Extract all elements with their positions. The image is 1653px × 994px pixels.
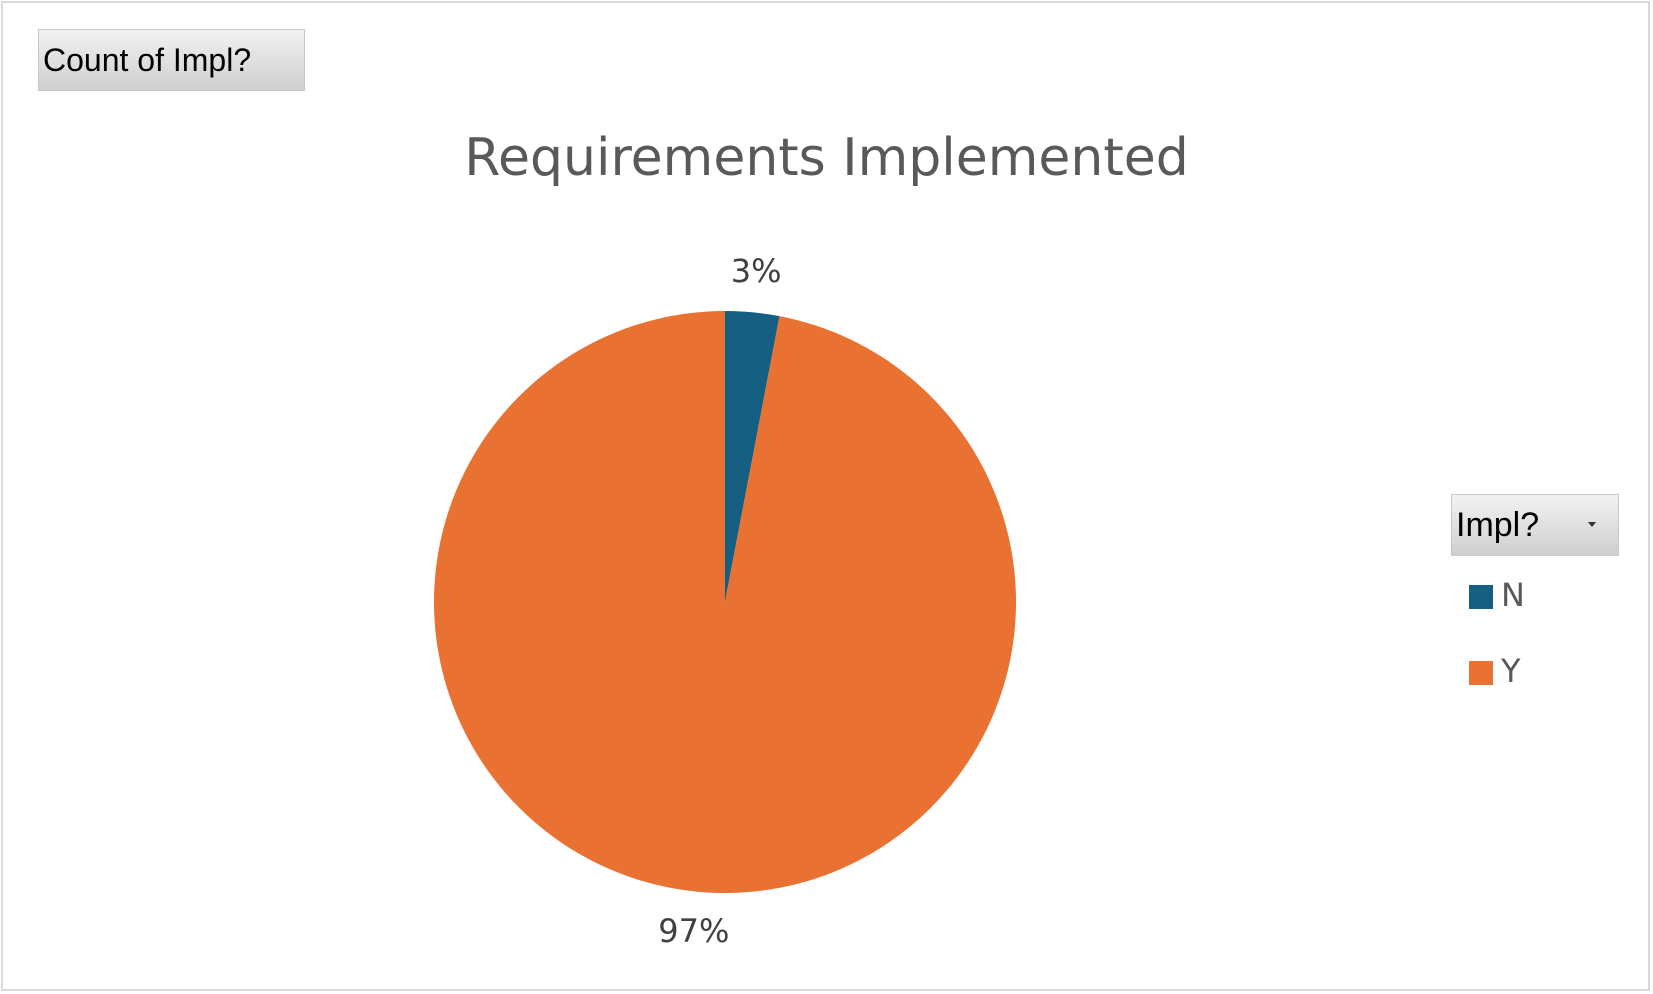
value-field-button[interactable]: Count of Impl? bbox=[38, 29, 305, 91]
legend-swatch-y bbox=[1469, 661, 1493, 685]
legend-swatch-n bbox=[1469, 585, 1493, 609]
legend-filter-button[interactable]: Impl? bbox=[1451, 494, 1619, 556]
pie-slice-y[interactable] bbox=[434, 311, 1017, 893]
pie-slice-n[interactable] bbox=[725, 311, 780, 602]
data-label-n: 3% bbox=[730, 252, 782, 291]
legend-filter-label: Impl? bbox=[1456, 506, 1540, 544]
data-label-y: 97% bbox=[658, 911, 730, 950]
legend-label-y: Y bbox=[1501, 652, 1521, 690]
chart-title: Requirements Implemented bbox=[464, 128, 1189, 188]
value-field-label: Count of Impl? bbox=[43, 42, 252, 78]
legend-label-n: N bbox=[1501, 576, 1525, 614]
chevron-down-icon[interactable] bbox=[1588, 522, 1596, 527]
